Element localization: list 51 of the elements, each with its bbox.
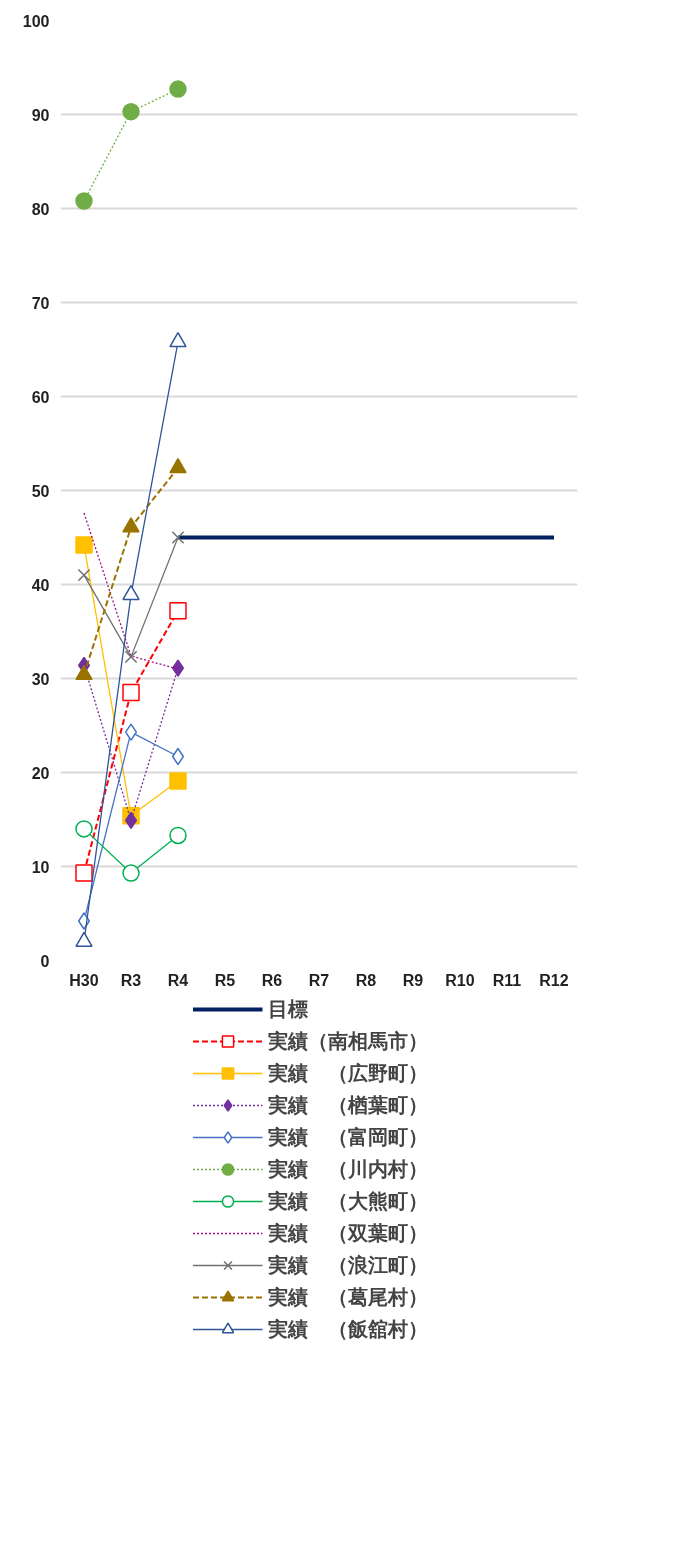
x-tick-label: R7 — [308, 971, 330, 989]
legend-label: 実績 （広野町） — [267, 1060, 428, 1086]
point — [169, 80, 187, 98]
legend-label: 実績（南相馬市） — [267, 1028, 428, 1054]
x-tick-label: R4 — [167, 971, 189, 989]
x-tick-label: R11 — [492, 971, 522, 989]
x-tick-label: R3 — [120, 971, 142, 989]
y-tick-label: 0 — [40, 952, 50, 970]
point — [169, 772, 187, 790]
legend-label: 実績 （富岡町） — [267, 1124, 428, 1150]
legend-label: 実績 （双葉町） — [267, 1220, 428, 1246]
point — [171, 531, 185, 544]
legend-label: 実績 （川内村） — [267, 1156, 428, 1182]
x-tick-label: R10 — [445, 971, 475, 989]
legend-label: 実績 （飯舘村） — [267, 1316, 428, 1342]
point — [122, 683, 140, 702]
point — [124, 811, 138, 830]
y-tick-label: 70 — [31, 294, 50, 312]
y-tick-label: 10 — [31, 858, 50, 876]
x-tick-label: R8 — [355, 971, 377, 989]
point — [75, 864, 93, 882]
y-tick-label: 50 — [31, 482, 50, 500]
x-tick-label: R5 — [214, 971, 236, 989]
point — [122, 864, 140, 882]
point — [75, 820, 93, 838]
legend-label: 実績 （葛尾村） — [267, 1284, 428, 1310]
point — [75, 536, 93, 554]
legend-label: 実績 （浪江町） — [267, 1252, 428, 1278]
point — [77, 568, 91, 582]
y-tick-label: 90 — [31, 106, 50, 124]
legend-label: 実績 （大熊町） — [267, 1188, 428, 1214]
x-tick-label: R12 — [539, 971, 569, 989]
point — [75, 192, 93, 210]
x-tick-label: H30 — [69, 971, 99, 989]
y-tick-label: 100 — [22, 12, 50, 30]
point — [124, 650, 138, 664]
point — [122, 102, 140, 121]
point — [171, 659, 185, 677]
y-tick-label: 40 — [31, 576, 50, 594]
point — [124, 723, 138, 741]
y-tick-label: 60 — [31, 388, 50, 406]
point — [169, 826, 187, 845]
y-tick-label: 30 — [31, 670, 50, 688]
point — [169, 602, 187, 620]
x-tick-label: R6 — [261, 971, 283, 989]
y-tick-label: 80 — [31, 200, 50, 218]
legend-label: 目標 — [267, 996, 308, 1022]
legend-label: 実績 （楢葉町） — [267, 1092, 428, 1118]
point — [171, 747, 185, 766]
y-tick-label: 20 — [31, 764, 50, 782]
x-tick-label: R9 — [402, 971, 424, 989]
